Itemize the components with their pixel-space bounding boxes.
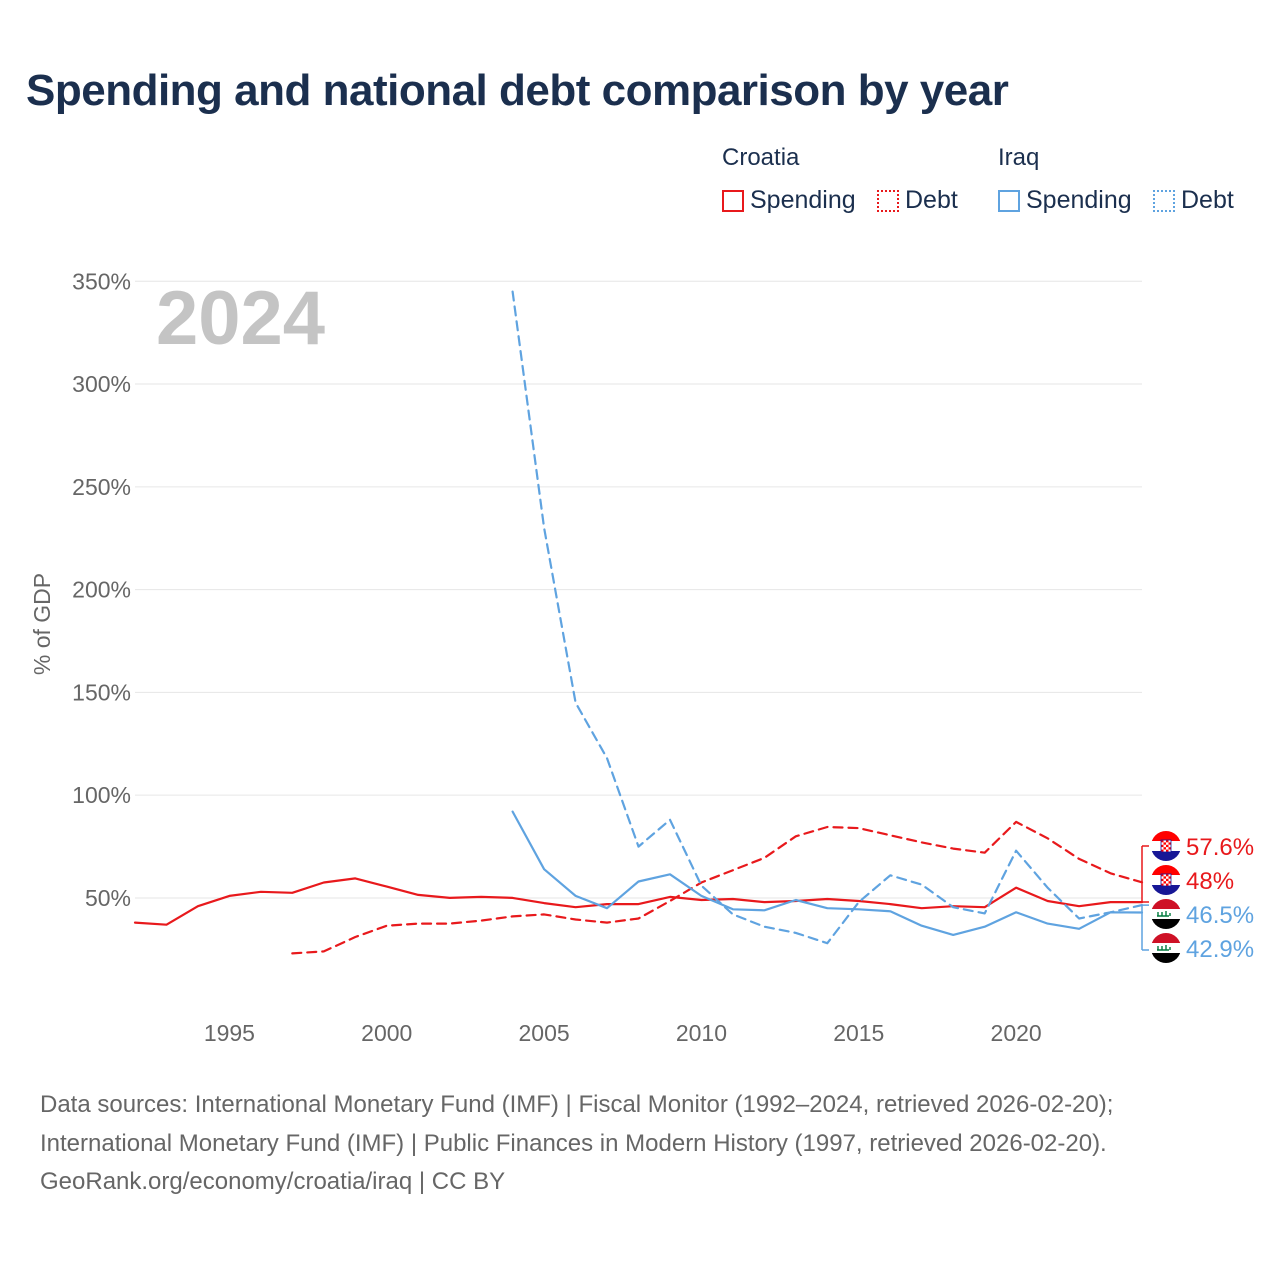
sources-line-2: International Monetary Fund (IMF) | Publ…	[40, 1129, 1107, 1157]
legend-swatch-dotted	[877, 189, 899, 212]
end-value-label: 57.6%	[1186, 834, 1254, 861]
line-chart: 50% 100% 150% 200% 250% 300% 350% 1995 2000 2005…	[29, 268, 1254, 1046]
y-tick-label: 50%	[85, 885, 131, 911]
y-tick-label: 350%	[72, 268, 131, 294]
end-bracket	[1141, 904, 1149, 951]
y-tick-label: 100%	[72, 782, 131, 808]
x-tick-label: 2000	[361, 1020, 412, 1046]
legend-group-iraq: Iraq	[998, 144, 1040, 171]
x-tick-label: 2015	[833, 1020, 884, 1046]
end-label-iraq: 46.5%	[1151, 899, 1254, 929]
x-tick-label: 1995	[204, 1020, 255, 1046]
series-line-iraq-spending[interactable]	[511, 810, 1144, 937]
end-value-label: 46.5%	[1186, 902, 1254, 929]
series-line-iraq-debt[interactable]	[511, 290, 1144, 945]
year-watermark: 2024	[156, 276, 325, 361]
end-label-iraq: 42.9%	[1151, 933, 1254, 963]
end-value-label: 48%	[1186, 868, 1234, 895]
iraq-flag-icon	[1151, 899, 1181, 929]
legend-swatch-dotted	[1153, 189, 1175, 212]
end-bracket	[1141, 845, 1149, 903]
legend-item-croatia-spending[interactable]: Spending	[722, 186, 856, 215]
y-axis-ticks: 50% 100% 150% 200% 250% 300% 350%	[72, 268, 131, 911]
sources-link-line[interactable]: GeoRank.org/economy/croatia/iraq | CC BY	[40, 1168, 506, 1195]
end-labels: 57.6% 48% 46.5% 42.9%	[1141, 831, 1254, 963]
end-value-label: 42.9%	[1186, 936, 1254, 963]
legend-label: Debt	[905, 186, 958, 214]
end-label-croatia: 48%	[1151, 865, 1234, 895]
series-lines	[133, 290, 1144, 955]
x-tick-label: 2020	[991, 1020, 1042, 1046]
iraq-flag-icon	[1151, 933, 1181, 963]
series-line-croatia-debt[interactable]	[291, 820, 1144, 955]
chart-title: Spending and national debt comparison by…	[26, 66, 1009, 115]
y-tick-label: 200%	[72, 577, 131, 603]
legend-item-iraq-spending[interactable]: Spending	[998, 186, 1132, 215]
y-tick-label: 300%	[72, 371, 131, 397]
legend-group-croatia: Croatia	[722, 144, 800, 171]
legend-label: Spending	[750, 186, 856, 214]
legend-label: Spending	[1026, 186, 1132, 214]
x-axis-ticks: 1995 2000 2005 2010 2015 2020	[204, 1020, 1042, 1046]
legend-item-iraq-debt[interactable]: Debt	[1153, 186, 1234, 215]
legend-swatch-solid	[998, 189, 1020, 212]
data-sources: Data sources: International Monetary Fun…	[40, 1086, 1113, 1202]
x-tick-label: 2010	[676, 1020, 727, 1046]
end-label-croatia: 57.6%	[1151, 831, 1254, 861]
legend-item-croatia-debt[interactable]: Debt	[877, 186, 958, 215]
y-tick-label: 250%	[72, 474, 131, 500]
series-line-croatia-spending[interactable]	[133, 877, 1144, 926]
x-tick-label: 2005	[519, 1020, 570, 1046]
gridlines	[135, 280, 1142, 899]
sources-line-1: Data sources: International Monetary Fun…	[40, 1091, 1114, 1118]
y-axis-label: % of GDP	[29, 573, 55, 675]
y-tick-label: 150%	[72, 679, 131, 705]
croatia-flag-icon	[1151, 831, 1181, 861]
legend-swatch-solid	[722, 189, 744, 212]
croatia-flag-icon	[1151, 865, 1181, 895]
legend-label: Debt	[1181, 186, 1234, 214]
